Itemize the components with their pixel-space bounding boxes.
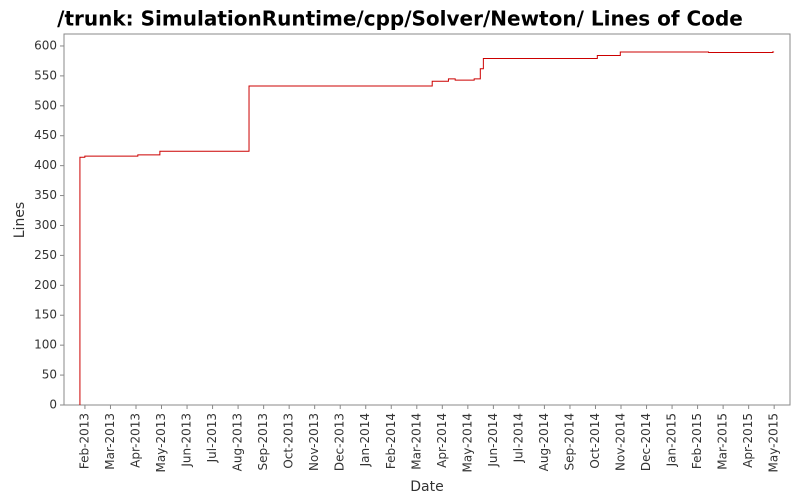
x-tick-label: May-2014: [460, 413, 474, 472]
x-tick-label: Sep-2013: [256, 413, 270, 471]
x-tick-label: Feb-2014: [384, 413, 398, 469]
x-tick-label: Oct-2014: [588, 413, 602, 469]
y-tick-label: 300: [34, 218, 57, 232]
x-tick-label: Jun-2014: [486, 413, 500, 468]
x-tick-label: Dec-2013: [333, 413, 347, 471]
y-tick-label: 150: [34, 308, 57, 322]
x-tick-label: Mar-2013: [103, 413, 117, 470]
chart-title: /trunk: SimulationRuntime/cpp/Solver/New…: [57, 7, 743, 31]
x-tick-label: May-2013: [154, 413, 168, 472]
y-tick-label: 600: [34, 38, 57, 52]
y-tick-label: 100: [34, 338, 57, 352]
y-tick-label: 400: [34, 158, 57, 172]
x-tick-label: Aug-2013: [231, 413, 245, 471]
x-tick-label: May-2015: [767, 413, 781, 472]
y-tick-label: 200: [34, 278, 57, 292]
x-tick-label: Feb-2013: [77, 413, 91, 469]
x-tick-label: Dec-2014: [639, 413, 653, 471]
x-tick-label: Apr-2014: [435, 413, 449, 468]
y-tick-label: 500: [34, 98, 57, 112]
x-tick-label: Mar-2014: [409, 413, 423, 470]
x-tick-label: Aug-2014: [537, 413, 551, 471]
x-tick-label: Jun-2013: [180, 413, 194, 468]
y-tick-label: 550: [34, 68, 57, 82]
plot-area: [63, 33, 791, 406]
y-tick-label: 0: [49, 398, 57, 412]
x-tick-label: Jan-2015: [665, 413, 679, 467]
x-tick-label: Feb-2015: [690, 413, 704, 469]
y-tick-label: 450: [34, 128, 57, 142]
data-line: [79, 51, 775, 405]
x-tick-label: Sep-2014: [562, 413, 576, 471]
x-tick-label: Apr-2015: [741, 413, 755, 468]
x-tick-label: Oct-2013: [282, 413, 296, 469]
x-tick-label: Apr-2013: [128, 413, 142, 468]
x-axis-label: Date: [410, 479, 443, 495]
x-tick-label: Jul-2013: [205, 413, 219, 463]
x-tick-label: Nov-2013: [307, 413, 321, 471]
x-tick-label: Jan-2014: [358, 413, 372, 467]
x-tick-label: Mar-2015: [716, 413, 730, 470]
x-tick-label: Nov-2014: [613, 413, 627, 471]
x-tick-label: Jul-2014: [511, 413, 525, 463]
y-axis-label: Lines: [12, 202, 28, 238]
y-tick-label: 50: [42, 368, 57, 382]
y-tick-label: 250: [34, 248, 57, 262]
y-tick-label: 350: [34, 188, 57, 202]
